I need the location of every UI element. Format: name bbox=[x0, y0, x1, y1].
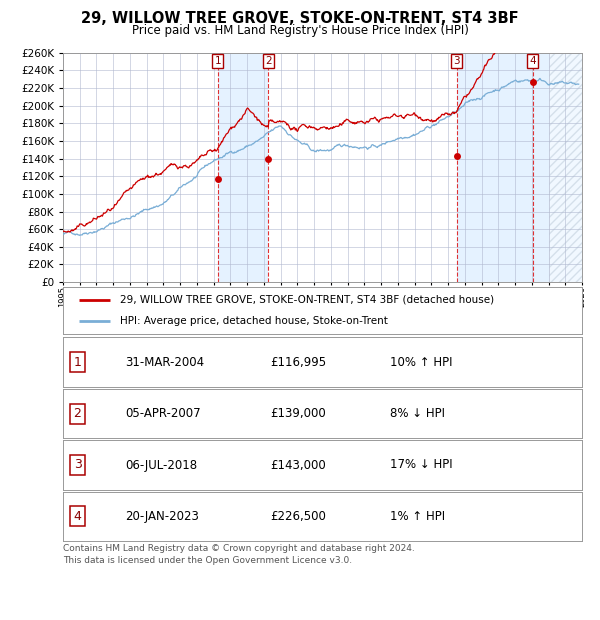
Text: £226,500: £226,500 bbox=[271, 510, 326, 523]
Text: 29, WILLOW TREE GROVE, STOKE-ON-TRENT, ST4 3BF: 29, WILLOW TREE GROVE, STOKE-ON-TRENT, S… bbox=[81, 11, 519, 25]
Text: Contains HM Land Registry data © Crown copyright and database right 2024.
This d: Contains HM Land Registry data © Crown c… bbox=[63, 544, 415, 565]
Bar bbox=[457, 53, 548, 282]
Text: 4: 4 bbox=[74, 510, 82, 523]
Text: HPI: Average price, detached house, Stoke-on-Trent: HPI: Average price, detached house, Stok… bbox=[120, 316, 388, 326]
Text: 06-JUL-2018: 06-JUL-2018 bbox=[125, 459, 197, 471]
Text: 8% ↓ HPI: 8% ↓ HPI bbox=[390, 407, 445, 420]
Bar bbox=[548, 53, 582, 282]
Text: 3: 3 bbox=[74, 459, 82, 471]
Text: 10% ↑ HPI: 10% ↑ HPI bbox=[390, 356, 452, 368]
Text: 31-MAR-2004: 31-MAR-2004 bbox=[125, 356, 205, 368]
Text: 4: 4 bbox=[529, 56, 536, 66]
Text: 1: 1 bbox=[74, 356, 82, 368]
Text: 1: 1 bbox=[215, 56, 221, 66]
Text: 2: 2 bbox=[74, 407, 82, 420]
Text: 29, WILLOW TREE GROVE, STOKE-ON-TRENT, ST4 3BF (detached house): 29, WILLOW TREE GROVE, STOKE-ON-TRENT, S… bbox=[120, 294, 494, 304]
Bar bbox=[218, 53, 268, 282]
Text: 3: 3 bbox=[453, 56, 460, 66]
Text: 17% ↓ HPI: 17% ↓ HPI bbox=[390, 459, 452, 471]
Text: £139,000: £139,000 bbox=[271, 407, 326, 420]
Text: 05-APR-2007: 05-APR-2007 bbox=[125, 407, 201, 420]
Text: 1% ↑ HPI: 1% ↑ HPI bbox=[390, 510, 445, 523]
Text: 20-JAN-2023: 20-JAN-2023 bbox=[125, 510, 199, 523]
Text: £116,995: £116,995 bbox=[271, 356, 327, 368]
Text: 2: 2 bbox=[265, 56, 272, 66]
Text: £143,000: £143,000 bbox=[271, 459, 326, 471]
Text: Price paid vs. HM Land Registry's House Price Index (HPI): Price paid vs. HM Land Registry's House … bbox=[131, 24, 469, 37]
